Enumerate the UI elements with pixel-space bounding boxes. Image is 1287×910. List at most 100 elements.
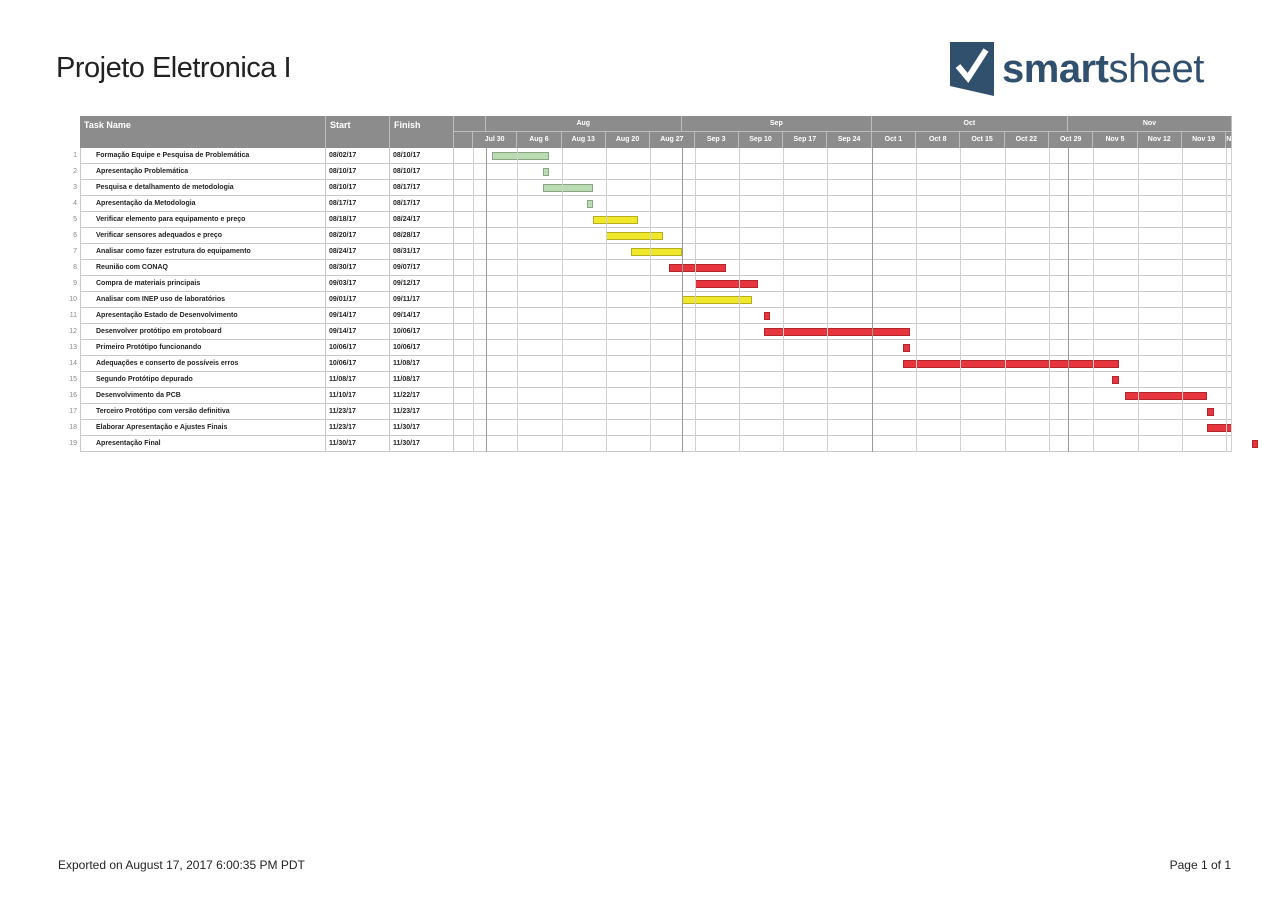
gantt-bar[interactable]	[681, 296, 752, 304]
gantt-row-track	[454, 436, 1232, 452]
task-finish: 10/06/17	[390, 324, 454, 340]
task-row[interactable]: 15 Segundo Protótipo depurado 11/08/17 11/0…	[60, 372, 1232, 388]
task-row[interactable]: 14 Adequações e conserto de possíveis err…	[60, 356, 1232, 372]
gantt-bar[interactable]	[764, 312, 771, 320]
row-number: 3	[73, 184, 77, 191]
gantt-row-track	[454, 260, 1232, 276]
task-finish: 11/08/17	[390, 372, 454, 388]
task-start: 09/14/17	[326, 308, 390, 324]
task-row[interactable]: 4 Apresentação da Metodologia 08/17/17 08/1…	[60, 196, 1232, 212]
task-name: Terceiro Protótipo com versão definitiva	[80, 404, 326, 420]
gantt-bar[interactable]	[1124, 392, 1208, 400]
task-row[interactable]: 10 Analisar com INEP uso de laboratórios 0…	[60, 292, 1232, 308]
gantt-bar[interactable]	[542, 184, 594, 192]
task-row[interactable]: 1 Formação Equipe e Pesquisa de Problemát…	[60, 148, 1232, 164]
task-name: Segundo Protótipo depurado	[80, 372, 326, 388]
week-header: Sep 24	[827, 132, 872, 148]
week-gridline	[1137, 148, 1139, 452]
gantt-bar[interactable]	[903, 360, 1119, 368]
gantt-row-track	[454, 292, 1232, 308]
task-name: Pesquisa e detalhamento de metodologia	[80, 180, 326, 196]
week-header-filler	[454, 132, 473, 148]
week-gridline	[561, 148, 563, 452]
task-start: 11/23/17	[326, 420, 390, 436]
gantt-bar[interactable]	[1207, 408, 1214, 416]
task-row[interactable]: 13 Primeiro Protótipo funcionando 10/06/17…	[60, 340, 1232, 356]
task-finish: 11/30/17	[390, 420, 454, 436]
week-header: Nov 5	[1093, 132, 1138, 148]
row-number: 8	[73, 264, 77, 271]
week-gridline	[472, 148, 474, 452]
month-header: Sep	[681, 116, 872, 132]
column-header-finish[interactable]: Finish	[390, 116, 454, 148]
task-finish: 09/07/17	[390, 260, 454, 276]
task-row[interactable]: 7 Analisar como fazer estrutura do equipa…	[60, 244, 1232, 260]
week-header: Nov 26	[1226, 132, 1232, 148]
gantt-row-track	[454, 308, 1232, 324]
task-start: 09/01/17	[326, 292, 390, 308]
task-row[interactable]: 17 Terceiro Protótipo com versão definiti…	[60, 404, 1232, 420]
task-row[interactable]: 12 Desenvolver protótipo em protoboard 09/…	[60, 324, 1232, 340]
gantt-header: Task Name Start Finish Jul 30 Aug 6 Aug 13…	[60, 116, 1232, 148]
gantt-bar[interactable]	[694, 280, 758, 288]
task-row[interactable]: 8 Reunião com CONAQ 08/30/17 09/07/17	[60, 260, 1232, 276]
month-gridline	[485, 148, 487, 452]
gantt-row-track	[454, 404, 1232, 420]
month-gridline	[871, 148, 873, 452]
week-header: Aug 13	[561, 132, 606, 148]
task-row[interactable]: 18 Elaborar Apresentação e Ajustes Finais…	[60, 420, 1232, 436]
gantt-bar[interactable]	[669, 264, 727, 272]
gantt-bar[interactable]	[1112, 376, 1119, 384]
task-name: Reunião com CONAQ	[80, 260, 326, 276]
column-header-task-name[interactable]: Task Name	[80, 116, 326, 148]
month-header: Aug	[485, 116, 682, 132]
gantt-row-track	[454, 276, 1232, 292]
gantt-bar[interactable]	[605, 232, 663, 240]
task-finish: 09/12/17	[390, 276, 454, 292]
export-timestamp: Exported on August 17, 2017 6:00:35 PM P…	[58, 858, 305, 872]
week-gridline	[960, 148, 962, 452]
week-header: Sep 17	[783, 132, 828, 148]
gantt-bar[interactable]	[1251, 440, 1258, 448]
task-row[interactable]: 2 Apresentação Problemática 08/10/17 08/10/…	[60, 164, 1232, 180]
week-gridline	[605, 148, 607, 452]
row-number: 18	[69, 424, 77, 431]
task-row[interactable]: 19 Apresentação Final 11/30/17 11/30/17	[60, 436, 1258, 452]
gantt-bar[interactable]	[903, 344, 910, 352]
task-finish: 11/22/17	[390, 388, 454, 404]
gantt-bar[interactable]	[542, 168, 549, 176]
task-row[interactable]: 16 Desenvolvimento da PCB 11/10/17 11/22/17	[60, 388, 1232, 404]
task-name: Apresentação Final	[80, 436, 326, 452]
gantt-bar[interactable]	[631, 248, 682, 256]
task-finish: 08/10/17	[390, 148, 454, 164]
column-header-start[interactable]: Start	[326, 116, 390, 148]
week-header: Sep 3	[694, 132, 739, 148]
row-number: 11	[69, 312, 77, 319]
task-name: Adequações e conserto de possíveis erros	[80, 356, 326, 372]
week-gridline	[738, 148, 740, 452]
task-finish: 09/11/17	[390, 292, 454, 308]
checkmark-icon	[950, 42, 994, 96]
gantt-bar[interactable]	[1207, 424, 1232, 432]
week-header: Aug 6	[517, 132, 562, 148]
month-header: Oct	[871, 116, 1068, 132]
gantt-bar[interactable]	[586, 200, 594, 208]
gantt-bar[interactable]	[593, 216, 638, 224]
task-row[interactable]: 9 Compra de materiais principais 09/03/17 0…	[60, 276, 1232, 292]
logo-brand-bold: smart	[1002, 47, 1109, 91]
task-row[interactable]: 6 Verificar sensores adequados e preço 08/…	[60, 228, 1232, 244]
task-row[interactable]: 11 Apresentação Estado de Desenvolvimento…	[60, 308, 1232, 324]
task-row[interactable]: 5 Verificar elemento para equipamento e p…	[60, 212, 1232, 228]
gantt-bar[interactable]	[764, 328, 910, 336]
gantt-bar[interactable]	[491, 152, 549, 160]
task-name: Desenvolvimento da PCB	[80, 388, 326, 404]
task-start: 09/14/17	[326, 324, 390, 340]
week-header: Nov 12	[1137, 132, 1182, 148]
task-finish: 11/23/17	[390, 404, 454, 420]
week-header: Jul 30	[472, 132, 518, 148]
task-row[interactable]: 3 Pesquisa e detalhamento de metodologia 0…	[60, 180, 1232, 196]
task-name: Analisar como fazer estrutura do equipam…	[80, 244, 326, 260]
row-number: 9	[73, 280, 77, 287]
gantt-row-track	[454, 196, 1232, 212]
task-finish: 11/30/17	[390, 436, 454, 452]
